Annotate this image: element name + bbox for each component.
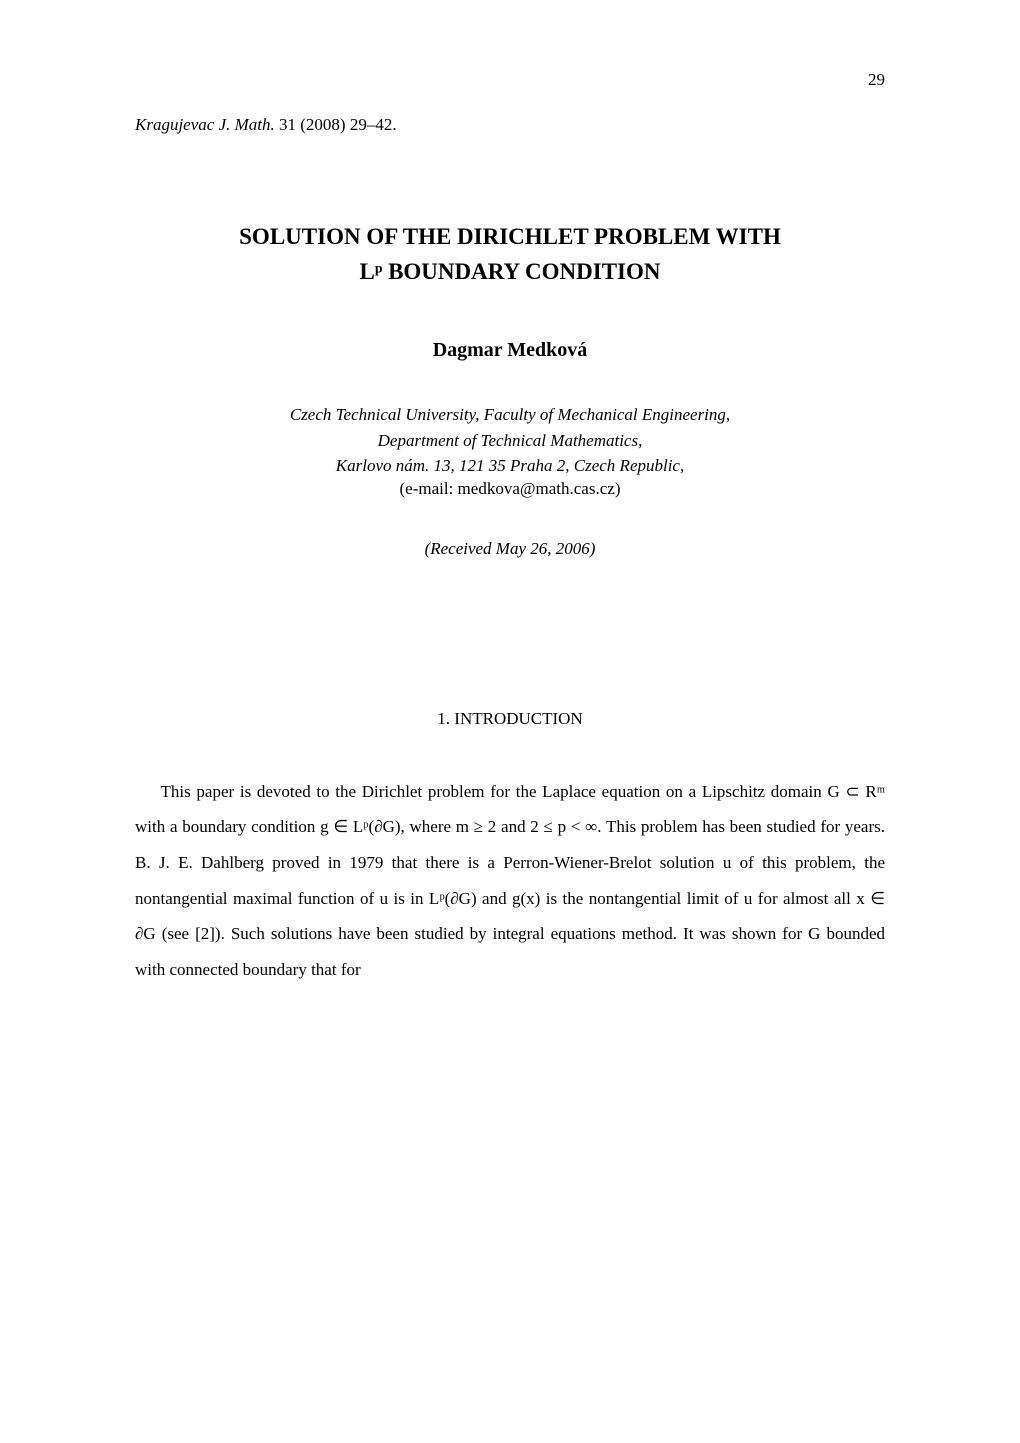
author-email: (e-mail: medkova@math.cas.cz) (135, 479, 885, 499)
paper-title: SOLUTION OF THE DIRICHLET PROBLEM WITH L… (135, 220, 885, 289)
received-date: (Received May 26, 2006) (135, 539, 885, 559)
journal-volume-pages: 31 (2008) 29–42. (279, 115, 397, 134)
page-number: 29 (868, 70, 885, 90)
journal-reference: Kragujevac J. Math. 31 (2008) 29–42. (135, 115, 885, 135)
title-line-2: Lᵖ BOUNDARY CONDITION (359, 259, 660, 284)
journal-name: Kragujevac J. Math. (135, 115, 275, 134)
affiliation-line-3: Karlovo nám. 13, 121 35 Praha 2, Czech R… (336, 456, 684, 475)
affiliation-line-2: Department of Technical Mathematics, (378, 431, 643, 450)
section-heading: 1. INTRODUCTION (135, 709, 885, 729)
author-name: Dagmar Medková (135, 339, 885, 362)
body-paragraph-1: This paper is devoted to the Dirichlet p… (135, 774, 885, 988)
affiliation-line-1: Czech Technical University, Faculty of M… (290, 405, 730, 424)
title-line-1: SOLUTION OF THE DIRICHLET PROBLEM WITH (239, 224, 781, 249)
author-affiliation: Czech Technical University, Faculty of M… (135, 402, 885, 479)
